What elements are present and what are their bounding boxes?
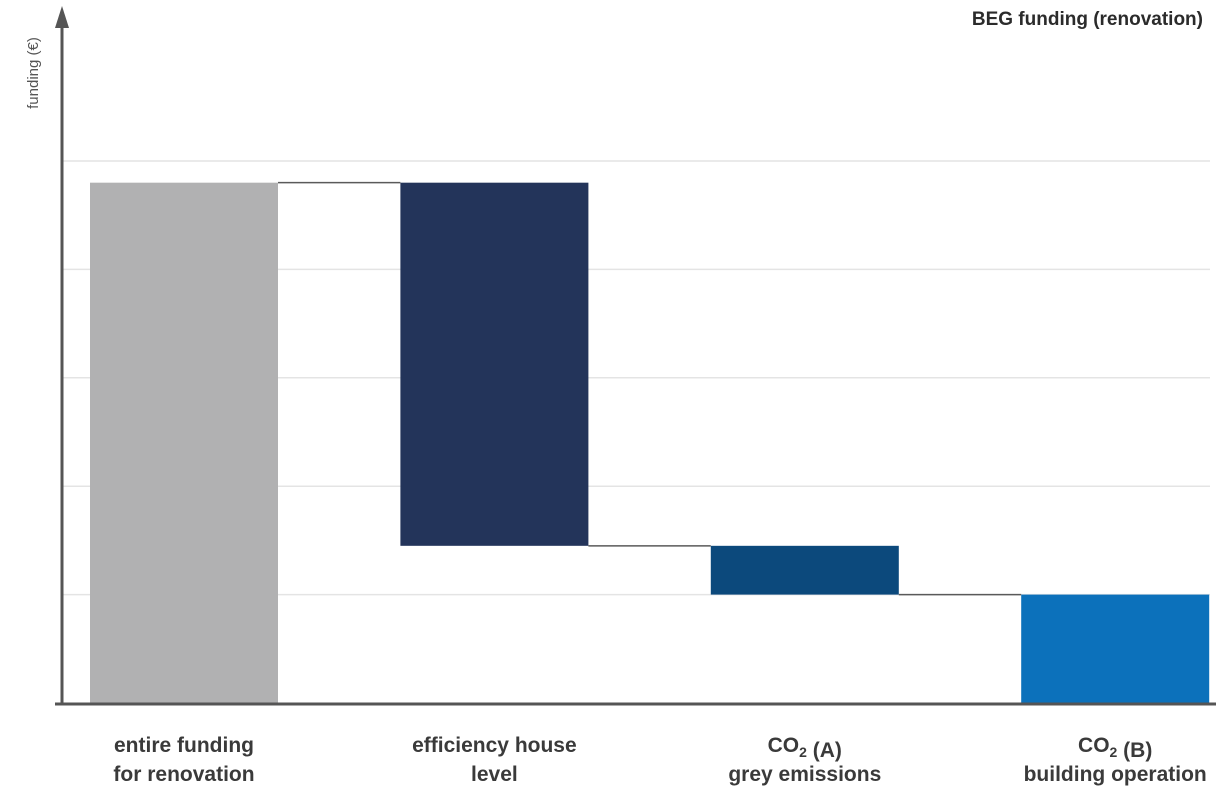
axes: [55, 6, 1216, 706]
x-tick-labels: entire funding for renovation efficiency h…: [113, 734, 1206, 786]
x-tick-label: entire funding for renovation: [113, 734, 254, 786]
x-tick-label-line: level: [471, 763, 518, 786]
x-tick-label-line: CO2 (A): [768, 734, 842, 762]
x-tick-label-line: efficiency house: [412, 734, 577, 757]
bar-3: [710, 545, 899, 595]
x-tick-label-line: entire funding: [114, 734, 254, 757]
x-tick-label-line: CO2 (B): [1078, 734, 1152, 762]
x-tick-label: efficiency house level: [412, 734, 577, 786]
y-axis-label: funding (€): [25, 37, 42, 109]
chart-title: BEG funding (renovation): [972, 9, 1203, 30]
bar-4: [1021, 594, 1210, 703]
bars: [90, 182, 1210, 703]
y-axis-arrow-icon: [55, 6, 69, 28]
x-tick-label-line: building operation: [1024, 763, 1207, 786]
bar-2: [400, 182, 589, 546]
connector-lines: [278, 181, 1022, 596]
x-tick-label: CO2 (B)building operation: [1024, 734, 1207, 786]
x-tick-label: CO2 (A)grey emissions: [728, 734, 881, 786]
x-tick-label-line: grey emissions: [728, 763, 881, 786]
bar-1: [90, 182, 278, 703]
x-tick-label-line: for renovation: [113, 763, 254, 786]
